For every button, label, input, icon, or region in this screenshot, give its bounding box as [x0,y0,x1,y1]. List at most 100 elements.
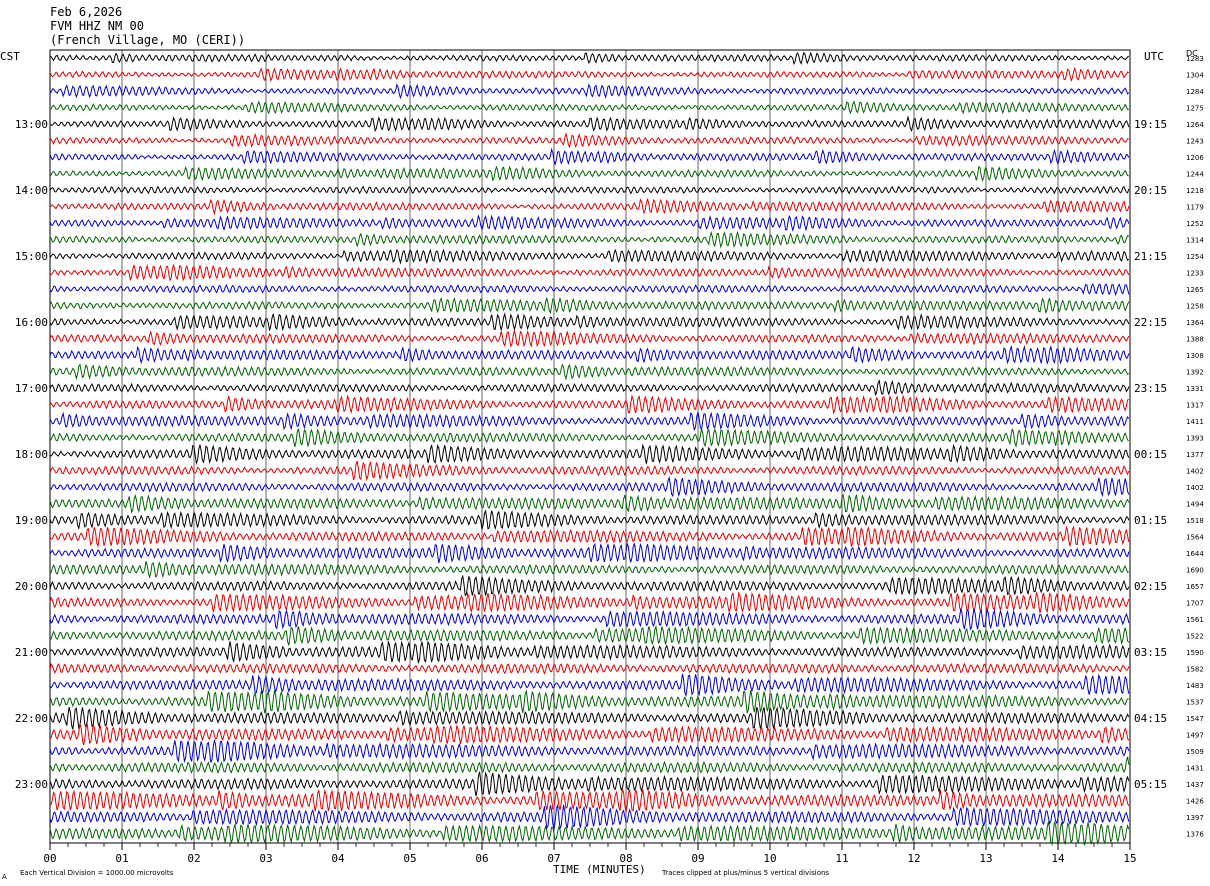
utc-hour-label: 22:15 [1134,316,1167,329]
trace-line [49,509,1130,531]
location-label: (French Village, MO (CERI)) [50,33,246,47]
trace-line [49,756,1130,775]
trace-line [49,411,1130,431]
cst-hour-label: 19:00 [15,514,48,527]
dc-offset-value: 1179 [1186,204,1204,212]
trace-line [49,493,1130,514]
x-tick-label: 12 [907,852,920,865]
seismogram-traces [49,51,1130,847]
cst-hour-labels: 13:00 14:00 15:00 16:00 17:00 18:00 19:00 20:00… [15,118,48,791]
x-tick-label: 10 [763,852,776,865]
trace-line [49,165,1129,182]
trace-line [49,197,1130,216]
x-axis-title: TIME (MINUTES) [553,863,646,876]
scale-note: Each Vertical Division = 1000.00 microvo… [20,869,174,877]
dc-offset-value: 1376 [1186,831,1204,839]
dc-offset-value: 1314 [1186,237,1204,245]
dc-offset-value: 1426 [1186,798,1204,806]
trace-line [49,673,1130,698]
trace-line [49,67,1130,83]
clip-note: Traces clipped at plus/minus 5 vertical … [661,869,829,877]
dc-offset-value: 1582 [1186,666,1204,674]
trace-line [49,541,1130,564]
dc-offset-value: 1244 [1186,171,1204,179]
dc-offset-value: 1377 [1186,451,1204,459]
dc-offset-value: 1494 [1186,501,1204,509]
trace-line [49,662,1130,675]
trace-line [49,561,1130,579]
dc-offset-value: 1402 [1186,484,1204,492]
trace-line [49,428,1129,448]
dc-offset-value: 1431 [1186,765,1204,773]
utc-hour-label: 03:15 [1134,646,1167,659]
trace-line [49,394,1129,415]
dc-offset-value: 1243 [1186,138,1204,146]
trace-line [49,263,1130,282]
trace-line [49,460,1130,482]
trace-line [49,248,1130,265]
dc-offset-value: 1657 [1186,583,1204,591]
utc-hour-label: 19:15 [1134,118,1167,131]
trace-line [49,739,1130,764]
trace-line [49,771,1130,797]
dc-offset-value: 1233 [1186,270,1204,278]
trace-line [49,706,1130,730]
cst-hour-label: 17:00 [15,382,48,395]
cst-hour-label: 23:00 [15,778,48,791]
x-tick-label: 09 [691,852,704,865]
trace-line [49,624,1130,646]
trace-line [49,51,1130,66]
dc-offset-value: 1275 [1186,105,1204,113]
trace-line [49,821,1130,847]
dc-offset-value: 1437 [1186,781,1204,789]
cst-hour-label: 21:00 [15,646,48,659]
trace-line [49,344,1130,366]
x-tick-label: 00 [43,852,56,865]
trace-line [49,83,1130,100]
dc-offset-value: 1497 [1186,732,1204,740]
utc-hour-label: 02:15 [1134,580,1167,593]
trace-line [49,147,1130,166]
dc-offset-value: 1547 [1186,715,1204,723]
dc-offset-value: 1522 [1186,633,1204,641]
cst-hour-label: 20:00 [15,580,48,593]
utc-hour-label: 00:15 [1134,448,1167,461]
dc-offset-value: 1393 [1186,435,1204,443]
x-tick-label: 01 [115,852,128,865]
dc-offset-value: 1644 [1186,550,1204,558]
trace-line [49,722,1130,746]
cst-axis-label: CST [0,50,20,63]
dc-offset-labels: 1283 1304 1284 1275 1264 1243 1206 1244 1218 1179… [1186,55,1204,839]
dc-offset-value: 1264 [1186,121,1204,129]
x-tick-label: 11 [835,852,848,865]
dc-offset-value: 1284 [1186,88,1204,96]
utc-hour-label: 01:15 [1134,514,1167,527]
dc-offset-value: 1331 [1186,385,1204,393]
trace-line [49,379,1130,396]
dc-offset-value: 1402 [1186,468,1204,476]
dc-offset-value: 1509 [1186,748,1204,756]
trace-line [49,329,1130,348]
trace-line [49,131,1129,149]
cst-hour-label: 18:00 [15,448,48,461]
trace-line [49,312,1130,332]
station-label: FVM HHZ NM 00 [50,19,144,33]
dc-offset-value: 1304 [1186,72,1204,80]
dc-offset-value: 1206 [1186,154,1204,162]
dc-column-label: DC [1186,49,1198,58]
utc-hour-label: 04:15 [1134,712,1167,725]
dc-offset-value: 1707 [1186,600,1204,608]
minute-gridlines [121,50,1059,843]
trace-line [49,574,1130,597]
dc-offset-value: 1564 [1186,534,1204,542]
x-tick-label: 03 [259,852,272,865]
utc-hour-label: 23:15 [1134,382,1167,395]
dc-offset-value: 1218 [1186,187,1204,195]
utc-hour-label: 21:15 [1134,250,1167,263]
dc-offset-value: 1518 [1186,517,1204,525]
cst-hour-label: 22:00 [15,712,48,725]
trace-line [49,640,1130,664]
trace-line [49,296,1130,315]
dc-offset-value: 1254 [1186,253,1204,261]
trace-line [49,100,1130,115]
